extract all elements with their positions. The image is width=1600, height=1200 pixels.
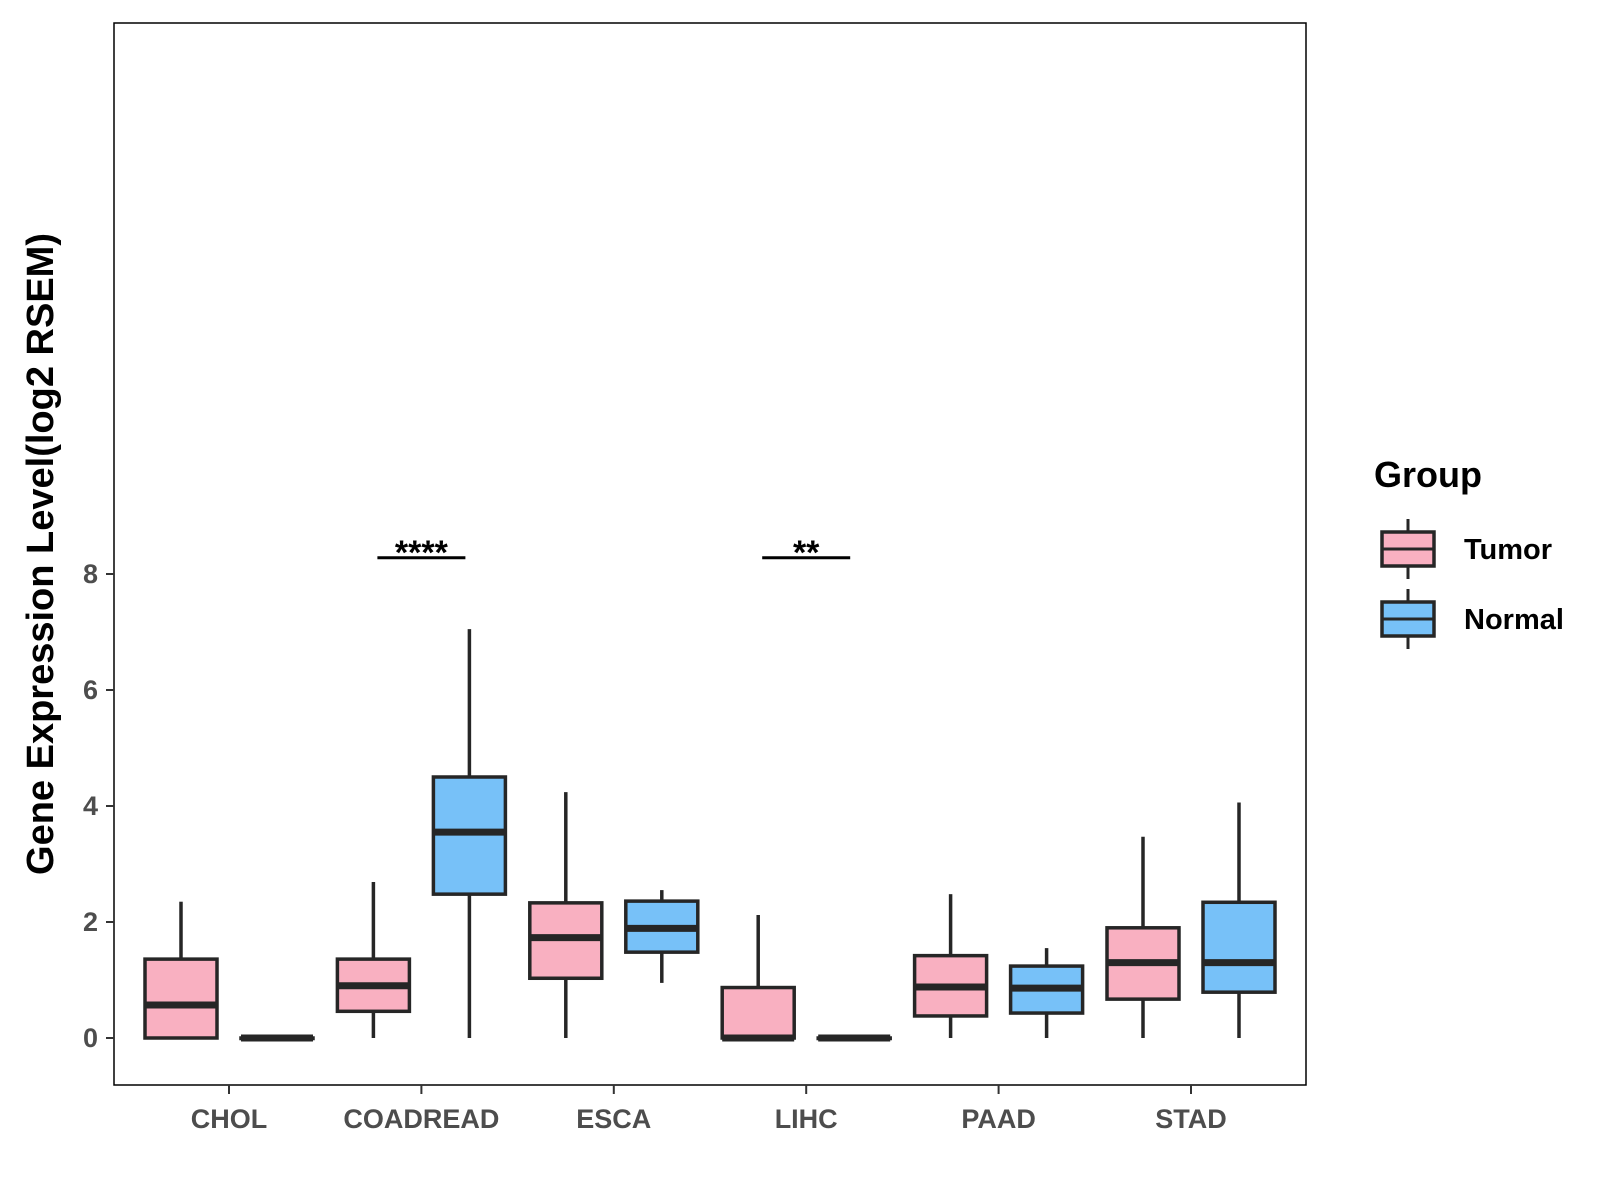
- box-normal-lihc: [816, 1034, 892, 1042]
- box-tumor-coadread: [335, 881, 412, 1038]
- box-normal-coadread: [431, 629, 508, 1038]
- box-tumor-chol: [143, 901, 219, 1040]
- box-normal-chol: [239, 1034, 315, 1042]
- box-layer: [143, 629, 1277, 1042]
- legend-title: Group: [1374, 454, 1482, 495]
- significance-annotations: **** **: [377, 534, 851, 572]
- box-tumor-esca: [528, 792, 604, 1038]
- box-tumor-paad: [912, 894, 989, 1038]
- iqr-box: [720, 985, 796, 1040]
- x-tick-label: LIHC: [775, 1104, 838, 1134]
- y-axis: 0 2 4 6 8: [83, 559, 114, 1053]
- x-tick-label: STAD: [1155, 1104, 1227, 1134]
- significance-label: ****: [395, 534, 449, 572]
- y-tick-label: 4: [83, 791, 98, 821]
- box-normal-paad: [1008, 948, 1085, 1038]
- x-tick-label: COADREAD: [343, 1104, 499, 1134]
- y-tick-label: 2: [83, 907, 98, 937]
- plot-panel: [113, 22, 1307, 1086]
- legend-item-tumor: Tumor: [1380, 519, 1552, 579]
- legend: Group Tumor Normal: [1374, 454, 1564, 649]
- iqr-box: [1201, 900, 1277, 994]
- x-tick-label: PAAD: [961, 1104, 1036, 1134]
- y-tick-label: 8: [83, 559, 98, 589]
- x-tick-label: ESCA: [576, 1104, 651, 1134]
- x-tick-label: CHOL: [191, 1104, 268, 1134]
- y-axis-title: Gene Expression Level(log2 RSEM): [20, 233, 62, 875]
- box-normal-stad: [1201, 802, 1277, 1038]
- y-tick-label: 6: [83, 675, 98, 705]
- significance-label: **: [793, 534, 820, 572]
- y-tick-label: 0: [83, 1023, 98, 1053]
- box-tumor-stad: [1105, 836, 1181, 1038]
- iqr-box: [143, 957, 219, 1040]
- legend-label: Normal: [1464, 604, 1564, 636]
- box-normal-esca: [624, 890, 700, 983]
- box-tumor-lihc: [720, 915, 796, 1042]
- legend-label: Tumor: [1464, 534, 1552, 566]
- x-axis: CHOL COADREAD ESCA LIHC PAAD STAD: [191, 1085, 1227, 1134]
- legend-item-normal: Normal: [1380, 589, 1564, 649]
